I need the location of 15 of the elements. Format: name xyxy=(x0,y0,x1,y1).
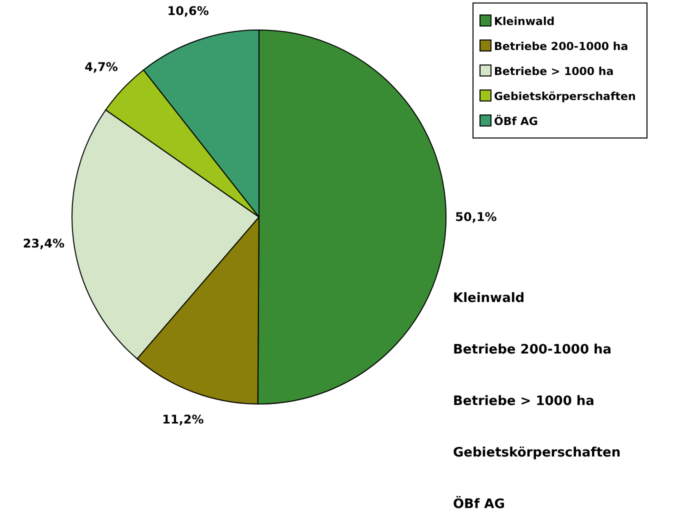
text: ÖBf AG xyxy=(453,495,505,509)
text: Betriebe 200-1000 ha xyxy=(453,342,612,358)
data-label: 4,7% xyxy=(84,60,118,74)
legend-label: Betriebe > 1000 ha xyxy=(494,65,614,78)
legend-label: Gebietskörperschaften xyxy=(494,90,636,103)
text: Gebietskörperschaften xyxy=(453,446,621,460)
legend-label: Kleinwald xyxy=(494,15,555,28)
data-label: 23,4% xyxy=(22,236,65,250)
text: Betriebe > 1000 ha xyxy=(453,394,594,409)
data-label: 11,2% xyxy=(162,412,204,427)
data-label: 10,6% xyxy=(167,4,209,18)
legend-label: Betriebe 200-1000 ha xyxy=(494,40,628,53)
text: Kleinwald xyxy=(453,291,525,306)
data-label: 50,1% xyxy=(455,210,497,224)
legend-label: ÖBf AG xyxy=(494,114,538,128)
